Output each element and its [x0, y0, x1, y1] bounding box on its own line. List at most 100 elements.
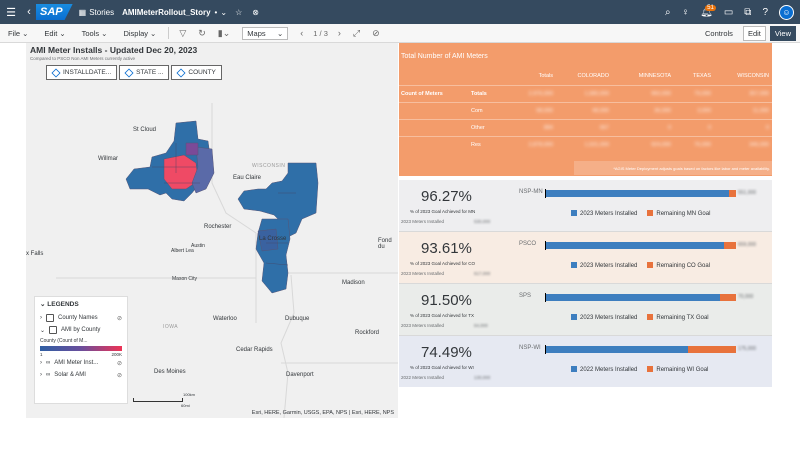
installdate-filter[interactable]: INSTALLDATE... — [46, 65, 118, 80]
chevron-right-icon: › — [40, 360, 42, 366]
table-cell: 924,000 — [651, 142, 671, 148]
goal-panel[interactable]: 93.61% % of 2023 Goal Achieved for CO 2023… — [399, 232, 772, 283]
legend-swatch — [571, 210, 577, 216]
county-filter[interactable]: COUNTY — [171, 65, 222, 80]
installed-bar[interactable] — [546, 190, 729, 197]
installed-bar[interactable] — [546, 346, 688, 353]
remaining-bar[interactable] — [724, 242, 736, 249]
discussions-icon[interactable]: ▭ — [723, 6, 734, 18]
legend-remaining: Remaining MN Goal — [647, 210, 710, 217]
stories-icon: ▦ — [78, 7, 87, 17]
legend-item-meter-inst[interactable]: › ∞ AMI Meter Inst... ⊘ — [40, 360, 122, 367]
map-widget[interactable]: AMI Meter Installs - Updated Dec 20, 202… — [26, 43, 398, 418]
ami-meters-table[interactable]: Total Number of AMI Meters Totals COLORA… — [399, 43, 772, 176]
search-icon[interactable]: ⌕ — [665, 6, 671, 18]
bar-category-label: PSCO — [519, 241, 537, 247]
chevron-down-icon: ⌄ — [22, 28, 29, 38]
filter-icon[interactable]: ▽ — [179, 27, 187, 38]
row-label: Res — [471, 142, 481, 148]
goal-bar-track — [545, 189, 736, 198]
legend-installed: 2023 Meters Installed — [571, 314, 637, 321]
prev-page-icon[interactable]: ‹ — [300, 28, 304, 38]
display-menu[interactable]: Display ⌄ — [123, 28, 157, 38]
layer-icon — [46, 314, 54, 322]
story-title[interactable]: AMIMeterRollout_Story — [122, 7, 211, 17]
map-attribution: Esri, HERE, Garmin, USGS, EPA, NPS | Esr… — [251, 410, 394, 416]
bubble-layer-icon: ∞ — [46, 360, 51, 366]
bookmark-icon[interactable]: ▮⌄ — [217, 27, 231, 38]
legend-item-county-names[interactable]: › County Names ⊘ — [40, 314, 122, 322]
bar-axis-marker — [545, 293, 546, 302]
table-cell: 960,000 — [651, 91, 671, 97]
table-row: Count of Meters Totals 2,976,000 1,580,000 9… — [399, 85, 772, 102]
table-cell: 76,000 — [694, 142, 711, 148]
map-filter-bar: INSTALLDATE... STATE ... COUNTY — [46, 65, 222, 80]
installed-bar[interactable] — [546, 294, 720, 301]
edit-menu[interactable]: Edit ⌄ — [44, 28, 66, 38]
refresh-icon[interactable]: ↻ — [198, 27, 206, 38]
back-icon[interactable]: ‹ — [27, 6, 31, 18]
goal-panel[interactable]: 91.50% % of 2023 Goal Achieved for TX 2023… — [399, 284, 772, 335]
table-cell: 0 — [667, 125, 671, 131]
legend-remaining: Remaining TX Goal — [647, 314, 709, 321]
menu-icon[interactable]: ☰ — [6, 6, 16, 19]
page-indicator: 1 / 3 — [313, 28, 328, 38]
bar-axis-marker — [545, 345, 546, 354]
bubble-layer-icon: ∞ — [46, 372, 51, 378]
sap-logo[interactable]: SAP — [36, 4, 73, 20]
tools-menu[interactable]: Tools ⌄ — [81, 28, 108, 38]
edit-mode-button[interactable]: Edit — [742, 25, 766, 41]
gradient-range: 1 200K — [40, 352, 122, 357]
state-filter[interactable]: STATE ... — [119, 65, 170, 80]
pin-icon[interactable]: ⊘ — [372, 27, 380, 38]
place-label: Austin — [191, 243, 205, 249]
installed-label: 2022 Meters Installed — [401, 375, 445, 380]
legend-title[interactable]: ⌄ LEGENDS — [40, 301, 79, 308]
bar-category-label: NSP-MN — [519, 189, 543, 195]
table-cell: 1,580,000 — [584, 91, 609, 97]
goal-legend: 2023 Meters Installed Remaining MN Goal — [571, 210, 710, 217]
title-dropdown-icon[interactable]: ⌄ — [220, 7, 228, 17]
place-label: Fond du — [378, 238, 392, 250]
lightbulb-icon[interactable]: ♀ — [681, 6, 690, 18]
remaining-bar[interactable] — [688, 346, 736, 353]
stories-link[interactable]: ▦ Stories — [78, 7, 115, 17]
hide-eye-icon[interactable]: ⊘ — [116, 372, 122, 379]
table-header-row: Totals COLORADO MINNESOTA TEXAS WISCONSI… — [399, 68, 772, 85]
favorite-star-icon[interactable]: ☆ — [235, 7, 243, 17]
goal-panel[interactable]: 74.49% % of 2023 Goal Achieved for WI 2022… — [399, 336, 772, 387]
county-regions-mn[interactable] — [125, 120, 215, 202]
legend-item-solar[interactable]: › ∞ Solar & AMI ⊘ — [40, 372, 122, 379]
file-menu[interactable]: File ⌄ — [8, 28, 29, 38]
table-cell: 346,000 — [749, 142, 769, 148]
hide-eye-icon[interactable]: ⊘ — [116, 360, 122, 367]
view-mode-button[interactable]: View — [769, 25, 796, 41]
close-story-icon[interactable]: ⊗ — [252, 7, 259, 17]
chevron-down-icon: ⌄ — [277, 28, 284, 38]
page-select[interactable]: Maps ⌄ — [242, 26, 289, 40]
notifications-icon[interactable]: 🔔︎ 51 — [700, 4, 716, 18]
column-header: MINNESOTA — [638, 73, 671, 79]
fullscreen-icon[interactable]: ⤢ — [352, 27, 361, 38]
chevron-right-icon: › — [40, 372, 42, 378]
legend-item-ami-by-county[interactable]: ⌄ AMI by County — [40, 326, 101, 334]
county-regions-wi[interactable] — [237, 162, 319, 294]
layer-icon — [49, 326, 58, 334]
table-cell: 11,000 — [752, 108, 769, 114]
controls-button[interactable]: Controls — [705, 28, 733, 38]
goal-percent-label: % of 2023 Goal Achieved for WI — [410, 365, 474, 370]
place-label: Des Moines — [154, 369, 186, 375]
help-icon[interactable]: ? — [762, 6, 768, 18]
chevron-down-icon: ⌄ — [40, 327, 46, 334]
place-label: Waterloo — [213, 316, 237, 322]
table-cell: 0 — [707, 125, 711, 131]
hide-eye-icon[interactable]: ⊘ — [116, 315, 122, 322]
installed-bar[interactable] — [546, 242, 724, 249]
row-label: Com — [471, 108, 483, 114]
remaining-bar[interactable] — [720, 294, 736, 301]
next-page-icon[interactable]: › — [337, 28, 341, 38]
avatar[interactable]: ☺ — [779, 4, 794, 20]
remaining-bar[interactable] — [729, 190, 736, 197]
goal-panel[interactable]: 96.27% % of 2023 Goal Achieved for MN 2023… — [399, 180, 772, 231]
share-icon[interactable]: ⧉ — [744, 6, 752, 18]
